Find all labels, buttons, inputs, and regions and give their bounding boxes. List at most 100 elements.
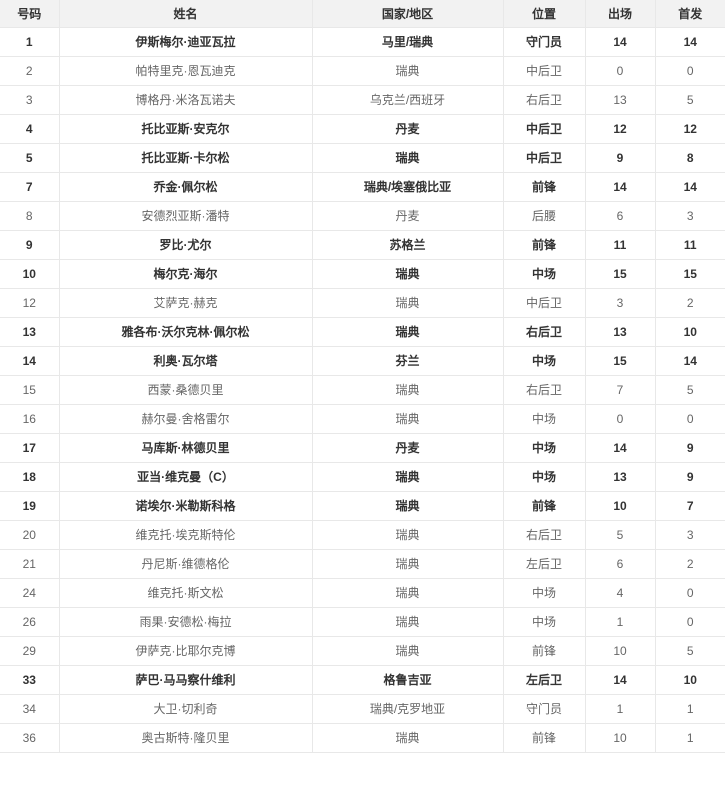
player-name-cell: 艾萨克·赫克 <box>59 288 313 318</box>
player-country-cell: 丹麦 <box>312 433 504 463</box>
player-number-cell: 36 <box>0 723 60 753</box>
player-position-cell: 中后卫 <box>503 288 586 318</box>
table-row: 1 伊斯梅尔·迪亚瓦拉 马里/瑞典 守门员 14 14 <box>0 27 725 57</box>
player-name-cell: 梅尔克·海尔 <box>59 259 313 289</box>
player-number-cell: 17 <box>0 433 60 463</box>
player-position-cell: 中场 <box>503 607 586 637</box>
player-name-cell: 大卫·切利奇 <box>59 694 313 724</box>
table-row: 20 维克托·埃克斯特伦 瑞典 右后卫 5 3 <box>0 520 725 550</box>
player-number-cell: 20 <box>0 520 60 550</box>
player-name-cell: 雨果·安德松·梅拉 <box>59 607 313 637</box>
table-row: 19 诺埃尔·米勒斯科格 瑞典 前锋 10 7 <box>0 491 725 521</box>
player-number-cell: 26 <box>0 607 60 637</box>
table-row: 4 托比亚斯·安克尔 丹麦 中后卫 12 12 <box>0 114 725 144</box>
player-appearances-cell: 10 <box>585 491 656 521</box>
player-position-cell: 右后卫 <box>503 520 586 550</box>
player-starts-cell: 10 <box>655 317 725 347</box>
player-name-cell: 伊斯梅尔·迪亚瓦拉 <box>59 27 313 57</box>
player-number-cell: 33 <box>0 665 60 695</box>
player-country-cell: 瑞典 <box>312 288 504 318</box>
player-name-cell: 维克托·埃克斯特伦 <box>59 520 313 550</box>
player-position-cell: 守门员 <box>503 694 586 724</box>
player-position-cell: 中场 <box>503 259 586 289</box>
player-appearances-cell: 11 <box>585 230 656 260</box>
player-name-cell: 伊萨克·比耶尔克博 <box>59 636 313 666</box>
player-starts-cell: 3 <box>655 201 725 231</box>
player-starts-cell: 2 <box>655 288 725 318</box>
table-row: 29 伊萨克·比耶尔克博 瑞典 前锋 10 5 <box>0 636 725 666</box>
player-position-cell: 中后卫 <box>503 143 586 173</box>
player-starts-cell: 5 <box>655 636 725 666</box>
player-appearances-cell: 0 <box>585 404 656 434</box>
player-position-cell: 前锋 <box>503 636 586 666</box>
table-header: 号码 姓名 国家/地区 位置 出场 首发 <box>0 0 725 28</box>
table-row: 5 托比亚斯·卡尔松 瑞典 中后卫 9 8 <box>0 143 725 173</box>
table-row: 14 利奥·瓦尔塔 芬兰 中场 15 14 <box>0 346 725 376</box>
table-row: 8 安德烈亚斯·潘特 丹麦 后腰 6 3 <box>0 201 725 231</box>
player-name-cell: 雅各布·沃尔克林·佩尔松 <box>59 317 313 347</box>
player-country-cell: 瑞典 <box>312 636 504 666</box>
player-appearances-cell: 12 <box>585 114 656 144</box>
player-number-cell: 29 <box>0 636 60 666</box>
player-name-cell: 帕特里克·恩瓦迪克 <box>59 56 313 86</box>
table-row: 13 雅各布·沃尔克林·佩尔松 瑞典 右后卫 13 10 <box>0 317 725 347</box>
player-number-cell: 34 <box>0 694 60 724</box>
player-country-cell: 马里/瑞典 <box>312 27 504 57</box>
player-number-cell: 9 <box>0 230 60 260</box>
table-row: 15 西蒙·桑德贝里 瑞典 右后卫 7 5 <box>0 375 725 405</box>
table-row: 2 帕特里克·恩瓦迪克 瑞典 中后卫 0 0 <box>0 56 725 86</box>
player-appearances-cell: 9 <box>585 143 656 173</box>
player-position-cell: 右后卫 <box>503 85 586 115</box>
table-row: 26 雨果·安德松·梅拉 瑞典 中场 1 0 <box>0 607 725 637</box>
player-country-cell: 瑞典 <box>312 56 504 86</box>
player-number-cell: 3 <box>0 85 60 115</box>
player-position-cell: 中场 <box>503 433 586 463</box>
player-number-cell: 5 <box>0 143 60 173</box>
player-country-cell: 瑞典/埃塞俄比亚 <box>312 172 504 202</box>
player-position-cell: 中场 <box>503 404 586 434</box>
player-position-cell: 中场 <box>503 346 586 376</box>
player-number-cell: 21 <box>0 549 60 579</box>
player-number-cell: 2 <box>0 56 60 86</box>
player-country-cell: 丹麦 <box>312 201 504 231</box>
player-number-cell: 18 <box>0 462 60 492</box>
player-position-cell: 前锋 <box>503 491 586 521</box>
player-starts-cell: 0 <box>655 578 725 608</box>
column-header-country: 国家/地区 <box>312 0 504 28</box>
player-appearances-cell: 7 <box>585 375 656 405</box>
player-country-cell: 丹麦 <box>312 114 504 144</box>
player-appearances-cell: 4 <box>585 578 656 608</box>
player-appearances-cell: 14 <box>585 433 656 463</box>
player-name-cell: 丹尼斯·维德格伦 <box>59 549 313 579</box>
player-name-cell: 罗比·尤尔 <box>59 230 313 260</box>
player-appearances-cell: 0 <box>585 56 656 86</box>
player-number-cell: 14 <box>0 346 60 376</box>
player-starts-cell: 0 <box>655 607 725 637</box>
player-position-cell: 左后卫 <box>503 549 586 579</box>
player-country-cell: 瑞典 <box>312 723 504 753</box>
player-starts-cell: 9 <box>655 462 725 492</box>
player-position-cell: 后腰 <box>503 201 586 231</box>
table-row: 7 乔金·佩尔松 瑞典/埃塞俄比亚 前锋 14 14 <box>0 172 725 202</box>
player-number-cell: 7 <box>0 172 60 202</box>
player-starts-cell: 14 <box>655 172 725 202</box>
player-starts-cell: 14 <box>655 27 725 57</box>
player-position-cell: 前锋 <box>503 172 586 202</box>
player-appearances-cell: 3 <box>585 288 656 318</box>
player-number-cell: 12 <box>0 288 60 318</box>
player-country-cell: 乌克兰/西班牙 <box>312 85 504 115</box>
player-country-cell: 瑞典 <box>312 404 504 434</box>
player-starts-cell: 1 <box>655 694 725 724</box>
player-appearances-cell: 13 <box>585 317 656 347</box>
player-appearances-cell: 14 <box>585 172 656 202</box>
table-body: 1 伊斯梅尔·迪亚瓦拉 马里/瑞典 守门员 14 14 2 帕特里克·恩瓦迪克 … <box>0 27 725 753</box>
player-position-cell: 右后卫 <box>503 375 586 405</box>
player-number-cell: 8 <box>0 201 60 231</box>
player-starts-cell: 10 <box>655 665 725 695</box>
player-name-cell: 马库斯·林德贝里 <box>59 433 313 463</box>
player-position-cell: 前锋 <box>503 230 586 260</box>
player-appearances-cell: 15 <box>585 346 656 376</box>
table-row: 12 艾萨克·赫克 瑞典 中后卫 3 2 <box>0 288 725 318</box>
player-country-cell: 瑞典 <box>312 375 504 405</box>
table-row: 18 亚当·维克曼（C） 瑞典 中场 13 9 <box>0 462 725 492</box>
